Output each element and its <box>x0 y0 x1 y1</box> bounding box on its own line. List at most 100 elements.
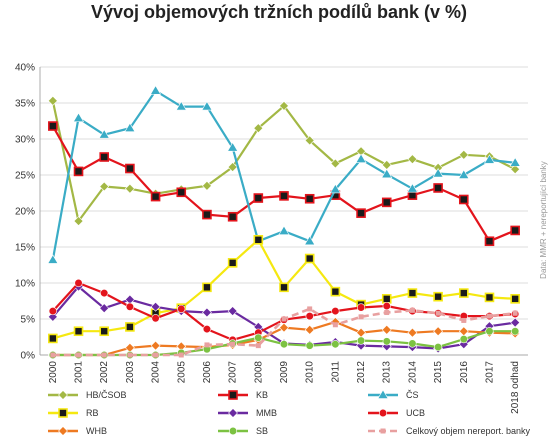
data-point-hb-csob <box>47 95 58 106</box>
legend-marker-kb <box>228 390 238 400</box>
data-point-ucb <box>202 324 212 334</box>
data-point-cs <box>483 154 495 164</box>
x-tick-label: 2007 <box>228 361 239 384</box>
data-point-hb-csob <box>279 100 289 111</box>
data-point-rb <box>407 288 418 298</box>
data-point-rb <box>202 282 212 293</box>
x-tick-label: 2010 <box>305 361 316 384</box>
data-point-hb-csob <box>253 123 264 134</box>
data-point-celkovy-objem-nereport-banky <box>127 352 133 358</box>
data-point-ucb <box>74 278 83 288</box>
data-point-cs <box>201 101 213 111</box>
x-tick-label: 2013 <box>382 361 393 384</box>
data-point-whb <box>433 326 444 337</box>
data-point-sb <box>485 327 494 336</box>
x-tick-label: 2016 <box>459 361 470 384</box>
data-point-sb <box>331 340 340 349</box>
data-point-kb <box>433 183 443 193</box>
data-point-hb-csob <box>227 162 238 173</box>
data-point-rb <box>48 333 58 344</box>
data-point-rb <box>381 294 392 304</box>
legend-label-cs: ČS <box>406 390 419 400</box>
data-point-kb <box>73 166 84 177</box>
data-point-hb-csob <box>304 135 315 146</box>
data-point-hb-csob <box>99 181 110 192</box>
legend-marker-mmb <box>228 408 238 418</box>
data-point-hb-csob <box>381 159 392 170</box>
x-tick-label: 2003 <box>125 361 136 384</box>
data-point-kb <box>150 191 161 202</box>
data-point-celkovy-objem-nereport-banky <box>230 341 236 347</box>
legend-label-hb-csob: HB/ČSOB <box>86 390 127 400</box>
data-point-mmb <box>227 306 238 317</box>
data-point-ucb <box>305 312 314 321</box>
data-point-kb <box>279 191 289 201</box>
data-point-rb <box>510 294 520 304</box>
data-point-kb <box>356 208 366 218</box>
series-line-hb-csob <box>51 100 516 223</box>
data-point-celkovy-objem-nereport-banky <box>435 310 441 316</box>
y-tick-label: 40% <box>15 63 35 74</box>
data-point-mmb <box>150 301 161 312</box>
legend-marker-rb <box>58 408 68 418</box>
legend-marker-hb-csob <box>58 390 68 400</box>
data-point-cs <box>98 129 110 139</box>
data-point-celkovy-objem-nereport-banky <box>307 306 313 312</box>
data-point-celkovy-objem-nereport-banky <box>178 352 184 358</box>
data-point-celkovy-objem-nereport-banky <box>101 352 107 358</box>
data-point-whb <box>458 326 469 337</box>
y-tick-label: 15% <box>15 243 35 254</box>
series-line-kb <box>51 125 516 243</box>
data-point-celkovy-objem-nereport-banky <box>153 352 159 358</box>
data-point-mmb <box>510 317 521 328</box>
x-tick-label: 2004 <box>151 361 162 384</box>
data-point-whb <box>356 327 366 338</box>
data-point-sb <box>254 333 263 342</box>
x-tick-label: 2014 <box>407 361 418 384</box>
data-point-rb <box>73 326 84 337</box>
data-point-celkovy-objem-nereport-banky <box>358 314 364 320</box>
data-point-sb <box>459 335 468 344</box>
data-point-kb <box>227 211 238 222</box>
x-tick-label: 2002 <box>99 361 110 384</box>
data-point-celkovy-objem-nereport-banky <box>384 310 390 316</box>
data-point-kb <box>484 236 495 247</box>
data-point-ucb <box>48 306 57 316</box>
data-point-kb <box>99 152 110 162</box>
data-point-ucb <box>331 306 340 316</box>
y-tick-label: 25% <box>15 171 35 182</box>
legend-label-sb: SB <box>256 426 268 436</box>
data-point-kb <box>176 187 187 198</box>
data-point-sb <box>434 342 443 352</box>
data-point-mmb <box>99 303 110 314</box>
legend-marker-sb <box>228 426 238 436</box>
data-point-cs <box>458 169 470 179</box>
data-point-celkovy-objem-nereport-banky <box>461 317 467 323</box>
data-point-rb <box>433 291 443 302</box>
data-point-sb <box>356 336 366 345</box>
data-point-cs <box>432 167 444 178</box>
y-tick-label: 35% <box>15 99 35 110</box>
data-point-ucb <box>177 304 186 314</box>
data-point-celkovy-objem-nereport-banky <box>409 307 415 313</box>
legend-label-mmb: MMB <box>256 408 277 418</box>
data-point-ucb <box>151 314 160 323</box>
legend-marker-cs <box>377 389 389 399</box>
data-point-hb-csob <box>124 183 135 194</box>
data-point-rb <box>253 235 264 245</box>
x-tick-label: 2009 <box>279 361 290 384</box>
legend-marker-whb <box>58 426 68 436</box>
data-point-ucb <box>125 302 134 311</box>
x-tick-label: 2000 <box>48 361 59 384</box>
data-point-celkovy-objem-nereport-banky <box>204 342 210 348</box>
data-point-mmb <box>47 311 58 322</box>
data-point-hb-csob <box>202 180 212 191</box>
legend-marker-ucb <box>378 408 388 418</box>
data-point-ucb <box>100 288 109 298</box>
legend-label-ucb: UCB <box>406 408 425 418</box>
data-point-cs <box>227 142 239 152</box>
data-point-celkovy-objem-nereport-banky <box>512 310 518 316</box>
y-tick-label: 30% <box>15 135 35 146</box>
legend-label-celkovy-objem-nereport-banky: Celkový objem nereport. banky <box>406 426 531 436</box>
